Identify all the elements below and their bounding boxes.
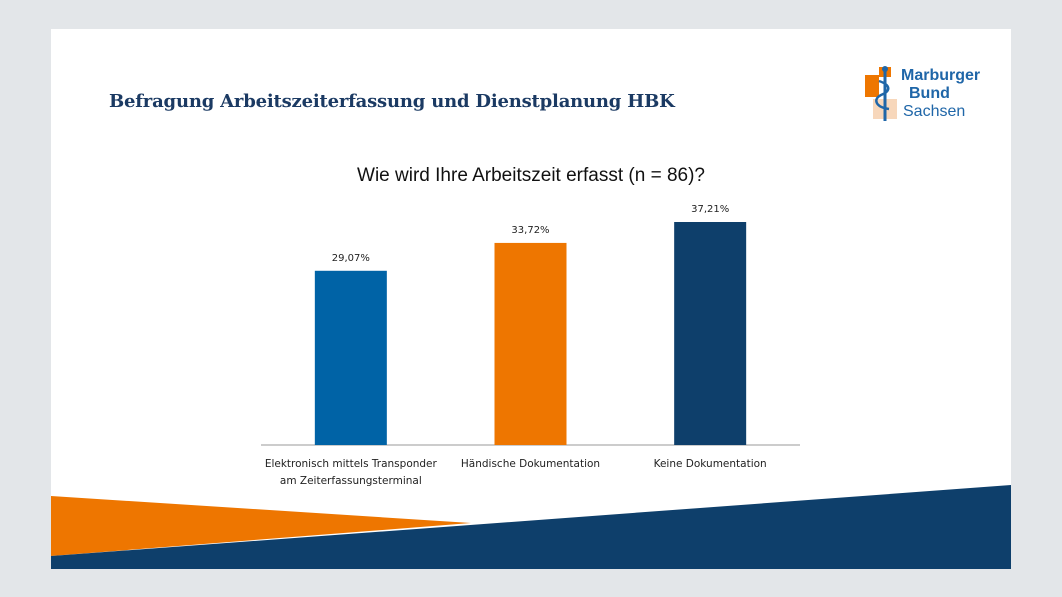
- logo-emblem-icon: [865, 66, 897, 121]
- marburger-bund-logo: Marburger Bund Sachsen: [863, 63, 991, 125]
- bar-value-label-3: 37,21%: [691, 204, 729, 215]
- bar-chart: 29,07% Elektronisch mittels Transponder am…: [261, 204, 800, 487]
- footer-orange-band: [51, 496, 471, 556]
- logo-line-2: Bund: [909, 85, 950, 102]
- bar-2: [494, 242, 567, 445]
- slide-title: Befragung Arbeitszeiterfassung und Diens…: [109, 91, 675, 112]
- footer-navy-band: [51, 485, 1011, 569]
- bar-value-label-1: 29,07%: [332, 253, 370, 264]
- chart-title: Wie wird Ihre Arbeitszeit erfasst (n = 8…: [357, 165, 705, 186]
- decorative-footer: [51, 485, 1011, 569]
- bar-1: [314, 270, 387, 445]
- category-label-2-line-1: Händische Dokumentation: [461, 458, 600, 470]
- bar-3: [674, 222, 747, 445]
- logo-line-3: Sachsen: [903, 103, 966, 120]
- logo-line-1: Marburger: [901, 67, 981, 84]
- category-label-1-line-2: am Zeiterfassungsterminal: [280, 475, 422, 487]
- category-label-1-line-1: Elektronisch mittels Transponder: [265, 458, 438, 470]
- category-label-3-line-1: Keine Dokumentation: [654, 458, 767, 470]
- slide: Befragung Arbeitszeiterfassung und Diens…: [51, 29, 1011, 569]
- bar-value-label-2: 33,72%: [511, 225, 549, 236]
